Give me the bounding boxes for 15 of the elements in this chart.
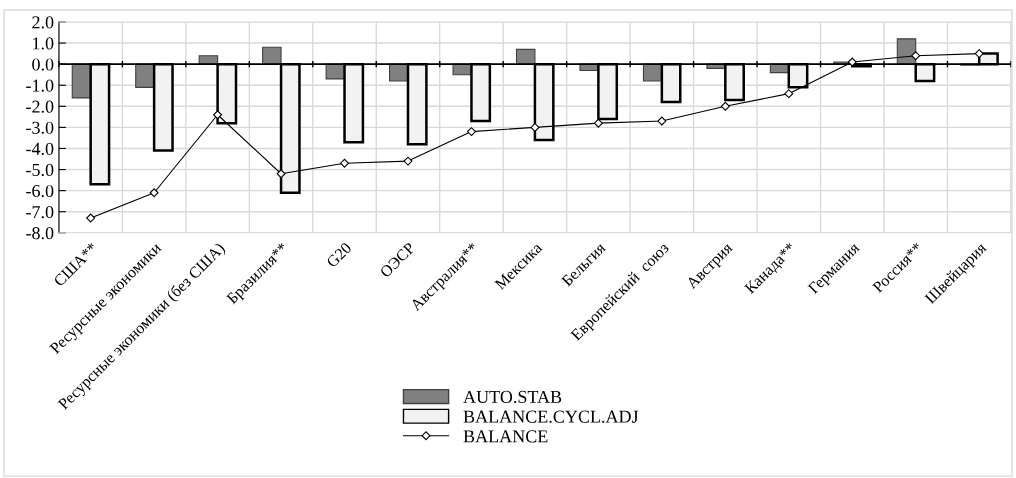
y-tick-label: -2.0 <box>26 100 54 113</box>
x-tick-label: G20 <box>325 241 353 269</box>
y-tick-label: -8.0 <box>26 227 54 240</box>
legend-label: BALANCE <box>463 430 548 443</box>
y-tick-label: -3.0 <box>26 121 54 134</box>
legend-label: AUTO.STAB <box>463 390 562 404</box>
y-tick-label: -6.0 <box>26 184 54 198</box>
y-tick-label: 2.0 <box>32 16 54 29</box>
y-tick-label: -7.0 <box>26 205 54 219</box>
y-tick-label: -4.0 <box>26 142 54 155</box>
y-tick-label: -5.0 <box>26 163 54 177</box>
legend-label: BALANCE.CYCL.ADJ <box>463 410 639 423</box>
y-tick-label: 1.0 <box>33 37 54 50</box>
y-tick-label: -1.0 <box>26 79 54 92</box>
y-tick-label: 0.0 <box>32 58 54 71</box>
